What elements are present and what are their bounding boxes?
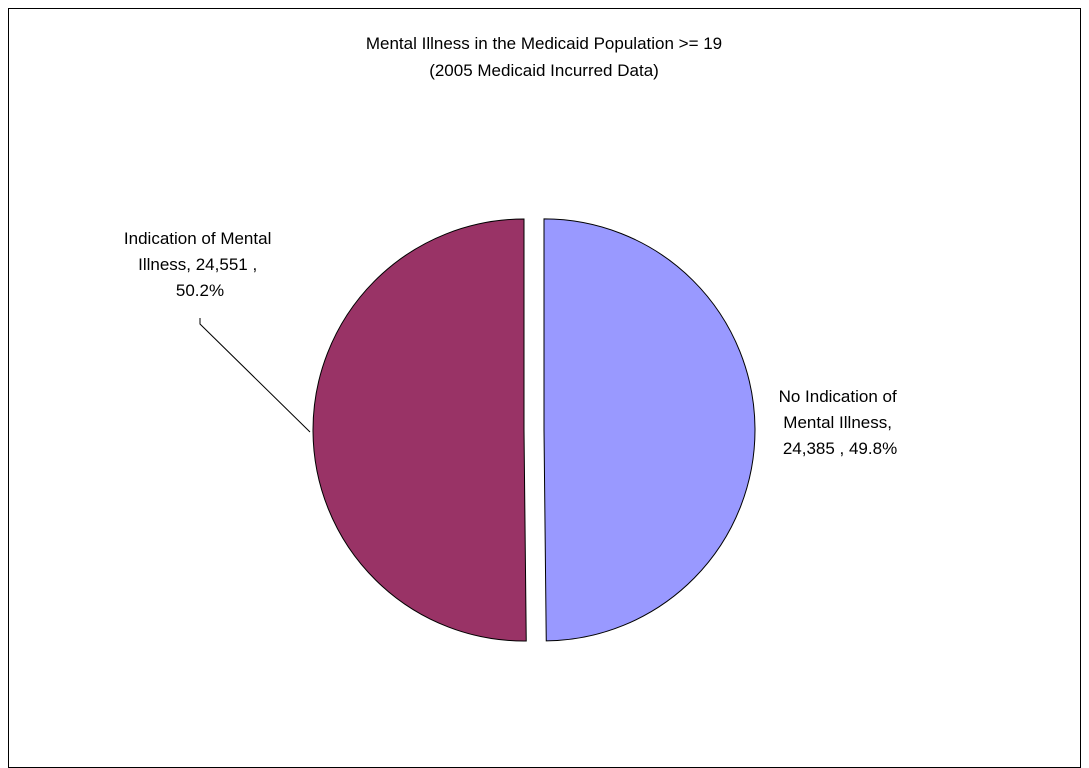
data-label-indication-line1: Indication of Mental [124,229,271,248]
data-label-indication-line2: Illness, 24,551 , [138,255,257,274]
pie-chart: Mental Illness in the Medicaid Populatio… [124,34,902,642]
pie-slice-indication [312,218,527,642]
chart-title: Mental Illness in the Medicaid Populatio… [366,34,722,53]
data-label-indication-line3: 50.2% [176,281,224,300]
data-label-no-indication: No Indication of Mental Illness, 24,385 … [779,387,902,458]
data-label-no-indication-line2: Mental Illness, [783,413,892,432]
data-label-no-indication-line1: No Indication of [779,387,897,406]
data-label-no-indication-line3: 24,385 , 49.8% [783,439,897,458]
data-label-indication: Indication of Mental Illness, 24,551 , 5… [124,229,276,300]
pie-slice-no-indication [543,218,756,642]
chart-subtitle: (2005 Medicaid Incurred Data) [429,61,659,80]
leader-line-indication [199,318,311,433]
